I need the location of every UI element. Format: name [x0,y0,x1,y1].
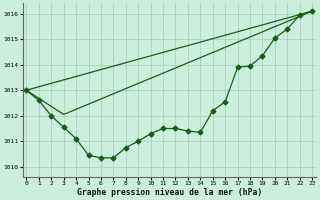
X-axis label: Graphe pression niveau de la mer (hPa): Graphe pression niveau de la mer (hPa) [77,188,262,197]
